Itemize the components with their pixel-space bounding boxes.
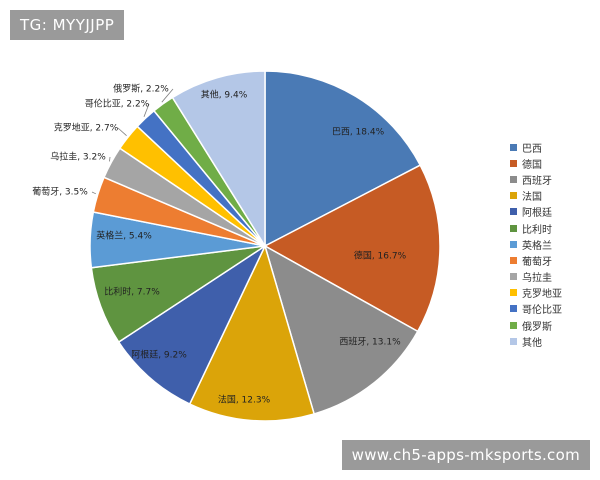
legend-label: 葡萄牙: [522, 256, 552, 268]
pie-slice-2: [263, 244, 419, 415]
pie-slice-12: [171, 70, 266, 249]
bottom-watermark: www.ch5-apps-mksports.com: [341, 440, 590, 470]
data-label-0: 巴西, 18.4%: [332, 127, 385, 138]
legend-swatch: [510, 256, 517, 264]
pie-slice-0: [264, 70, 422, 248]
leader-line-11: [161, 88, 174, 103]
pie-slice-1: [263, 164, 441, 333]
data-label-3: 法国, 12.3%: [218, 394, 271, 406]
data-label-4: 阿根廷, 9.2%: [131, 349, 187, 361]
legend-swatch: [510, 321, 517, 329]
data-label-5: 比利时, 7.7%: [104, 286, 160, 298]
leader-line-10: [143, 103, 150, 117]
legend-swatch: [510, 143, 517, 151]
pie-slice-3: [188, 243, 316, 422]
legend-label: 巴西: [522, 143, 542, 155]
legend-swatch: [510, 175, 517, 183]
legend-item-2: 西班牙: [510, 171, 562, 187]
pie-slice-4: [117, 243, 267, 405]
legend-swatch: [510, 208, 517, 216]
legend-label: 法国: [522, 192, 542, 204]
legend-label: 俄罗斯: [522, 321, 552, 333]
leader-line-9: [117, 127, 127, 136]
legend-swatch: [510, 192, 517, 200]
legend-item-6: 英格兰: [510, 236, 562, 252]
legend-swatch: [510, 305, 517, 313]
data-label-10: 哥伦比亚, 2.2%: [85, 98, 150, 110]
legend-item-5: 比利时: [510, 220, 562, 236]
leader-lines: [91, 88, 174, 195]
top-watermark: TG: MYYJJPP: [10, 10, 125, 40]
legend-item-8: 乌拉圭: [510, 269, 562, 285]
legend-label: 哥伦比亚: [522, 305, 562, 317]
legend-label: 乌拉圭: [522, 273, 552, 285]
legend-label: 德国: [522, 159, 542, 171]
legend-label: 西班牙: [522, 175, 552, 187]
legend-swatch: [510, 289, 517, 297]
data-label-11: 俄罗斯, 2.2%: [113, 83, 169, 95]
data-label-8: 乌拉圭, 3.2%: [50, 151, 106, 163]
legend-swatch: [510, 273, 517, 281]
legend-item-3: 法国: [510, 188, 562, 204]
data-label-12: 其他, 9.4%: [201, 89, 248, 101]
legend-label: 英格兰: [522, 240, 552, 252]
pie-slices: [89, 70, 441, 422]
data-label-6: 英格兰, 5.4%: [96, 230, 152, 242]
legend-item-7: 葡萄牙: [510, 252, 562, 268]
legend-swatch: [510, 240, 517, 248]
legend-item-12: 其他: [510, 333, 562, 349]
legend-swatch: [510, 337, 517, 345]
data-label-2: 西班牙, 13.1%: [339, 336, 401, 348]
data-label-1: 德国, 16.7%: [354, 250, 407, 262]
legend-item-0: 巴西: [510, 139, 562, 155]
legend-item-10: 哥伦比亚: [510, 301, 562, 317]
leader-line-7: [91, 191, 97, 195]
legend-swatch: [510, 224, 517, 232]
legend-label: 克罗地亚: [522, 289, 562, 301]
legend-label: 其他: [522, 337, 542, 349]
legend-label: 比利时: [522, 224, 552, 236]
legend-item-11: 俄罗斯: [510, 317, 562, 333]
data-label-9: 克罗地亚, 2.7%: [54, 122, 119, 134]
leader-line-8: [109, 156, 111, 162]
data-labels: 巴西, 18.4% 德国, 16.7% 西班牙, 13.1% 法国, 12.3% 阿根廷…: [32, 83, 406, 406]
data-label-7: 葡萄牙, 3.5%: [32, 186, 88, 198]
legend-label: 阿根廷: [522, 208, 552, 220]
legend-item-4: 阿根廷: [510, 204, 562, 220]
chart-legend: 巴西德国西班牙法国阿根廷比利时英格兰葡萄牙乌拉圭克罗地亚哥伦比亚俄罗斯其他: [510, 139, 562, 349]
legend-item-1: 德国: [510, 155, 562, 171]
legend-item-9: 克罗地亚: [510, 285, 562, 301]
legend-swatch: [510, 159, 517, 167]
